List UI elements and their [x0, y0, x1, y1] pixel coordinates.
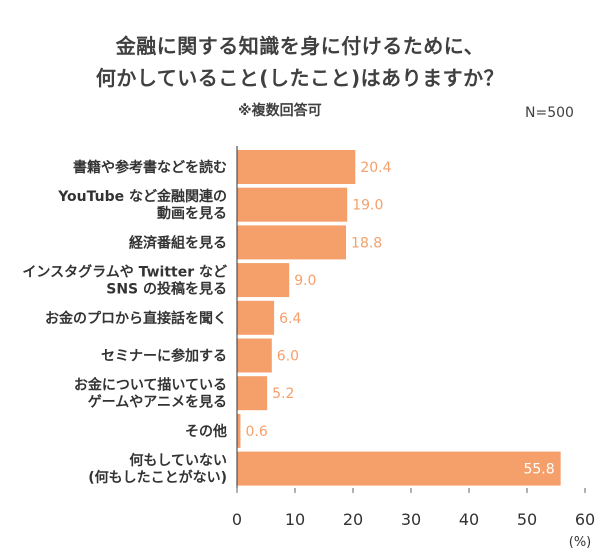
x-unit-label: (%) [569, 535, 592, 550]
category-label: 経済番組を見る [129, 234, 227, 251]
x-tick-label: 10 [285, 510, 305, 529]
bar-value-label: 18.8 [351, 235, 382, 251]
chart-title-line2: 何かしていること(したこと)はありますか？ [95, 66, 505, 90]
bar [237, 225, 347, 260]
category-label: お金について描いている [74, 377, 227, 394]
bar-value-label: 19.0 [352, 198, 383, 214]
category-label: セミナーに参加する [101, 348, 227, 365]
category-label: インスタグラムや Twitter など [22, 264, 227, 281]
category-label: 書籍や参考書などを読む [73, 159, 227, 176]
bar-value-label: 6.0 [277, 349, 299, 365]
bar [237, 187, 348, 222]
bar [237, 451, 561, 486]
category-label: ゲームやアニメを見る [88, 394, 227, 411]
bar [237, 300, 275, 335]
bar [237, 338, 272, 373]
x-tick-label: 40 [459, 510, 479, 529]
bar-value-label: 9.0 [294, 273, 316, 289]
x-tick-label: 60 [575, 510, 595, 529]
x-tick-label: 0 [232, 510, 242, 529]
category-label: SNS の投稿を見る [106, 281, 227, 298]
category-label: お金のプロから直接話を聞く [45, 310, 227, 327]
x-tick-label: 30 [401, 510, 421, 529]
category-label: YouTube など金融関連の [57, 188, 227, 205]
x-tick-label: 50 [517, 510, 537, 529]
chart-title-line1: 金融に関する知識を身に付けるために、 [115, 34, 485, 58]
category-label: 何もしていない [129, 452, 227, 469]
category-label: その他 [185, 423, 227, 440]
multiple-answer-note: ※複数回答可 [238, 103, 322, 119]
category-label: (何もしたことがない) [88, 469, 227, 486]
x-tick-label: 20 [343, 510, 363, 529]
bar [237, 413, 241, 448]
bar-value-label: 20.4 [360, 160, 391, 176]
bar-value-label: 55.8 [523, 462, 554, 478]
bar-value-label: 5.2 [272, 386, 294, 402]
bar [237, 263, 290, 298]
sample-size: N=500 [525, 105, 574, 121]
bar-value-label: 6.4 [279, 311, 301, 327]
bar [237, 150, 356, 184]
category-label: 動画を見る [157, 205, 227, 222]
bar-value-label: 0.6 [245, 424, 267, 440]
bar [237, 376, 268, 411]
